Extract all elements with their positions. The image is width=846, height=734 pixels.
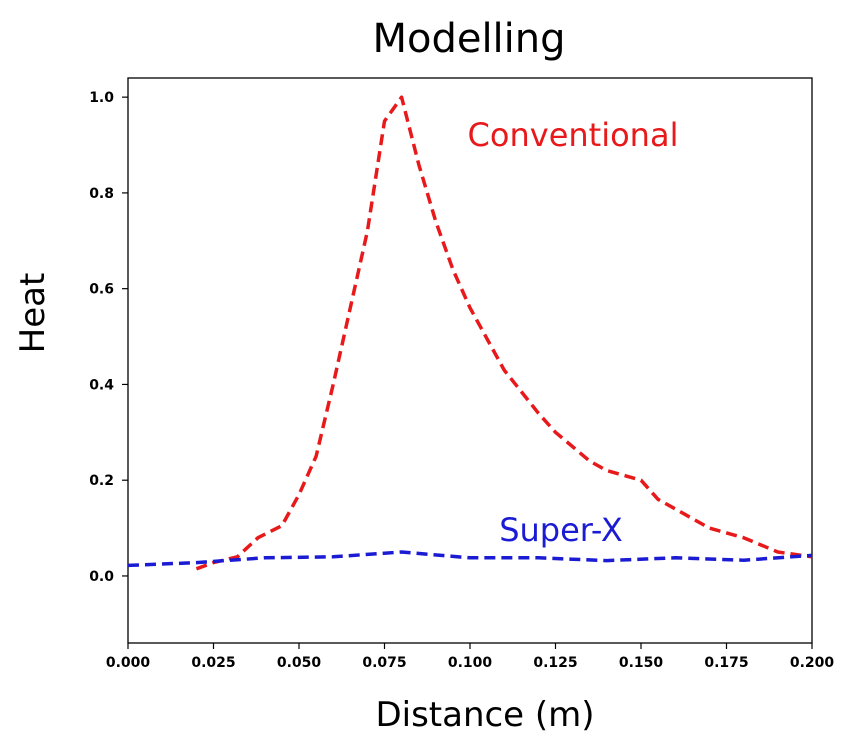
- x-tick-label: 0.175: [704, 655, 748, 671]
- y-tick-label: 0.4: [89, 377, 114, 393]
- y-tick-label: 0.8: [89, 186, 114, 202]
- conventional-series-label: Conventional: [468, 116, 679, 154]
- super-x-series-line: [127, 550, 813, 568]
- y-tick-label: 1.0: [89, 90, 114, 106]
- x-tick-label: 0.050: [277, 655, 322, 671]
- x-axis-label: Distance (m): [375, 695, 594, 734]
- series-lines: [127, 95, 813, 571]
- x-tick-label: 0.125: [533, 655, 577, 671]
- chart-title: Modelling: [372, 16, 565, 62]
- super-x-series-label: Super-X: [499, 511, 623, 549]
- x-tick-label: 0.200: [790, 655, 835, 671]
- y-axis-ticks: 0.0 0.2 0.4 0.6 0.8 1.0: [89, 90, 128, 585]
- y-tick-label: 0.2: [89, 473, 114, 489]
- x-tick-label: 0.150: [619, 655, 664, 671]
- x-tick-label: 0.000: [106, 655, 151, 671]
- x-tick-label: 0.100: [448, 655, 493, 671]
- y-tick-label: 0.0: [89, 569, 114, 585]
- conventional-series-line: [195, 95, 813, 571]
- y-tick-label: 0.6: [89, 282, 114, 298]
- x-tick-label: 0.025: [191, 655, 235, 671]
- x-tick-label: 0.075: [362, 655, 406, 671]
- y-axis-label: Heat: [13, 273, 53, 354]
- x-axis-ticks: 0.000 0.025 0.050 0.075 0.100 0.125 0.150 0.175…: [106, 643, 835, 671]
